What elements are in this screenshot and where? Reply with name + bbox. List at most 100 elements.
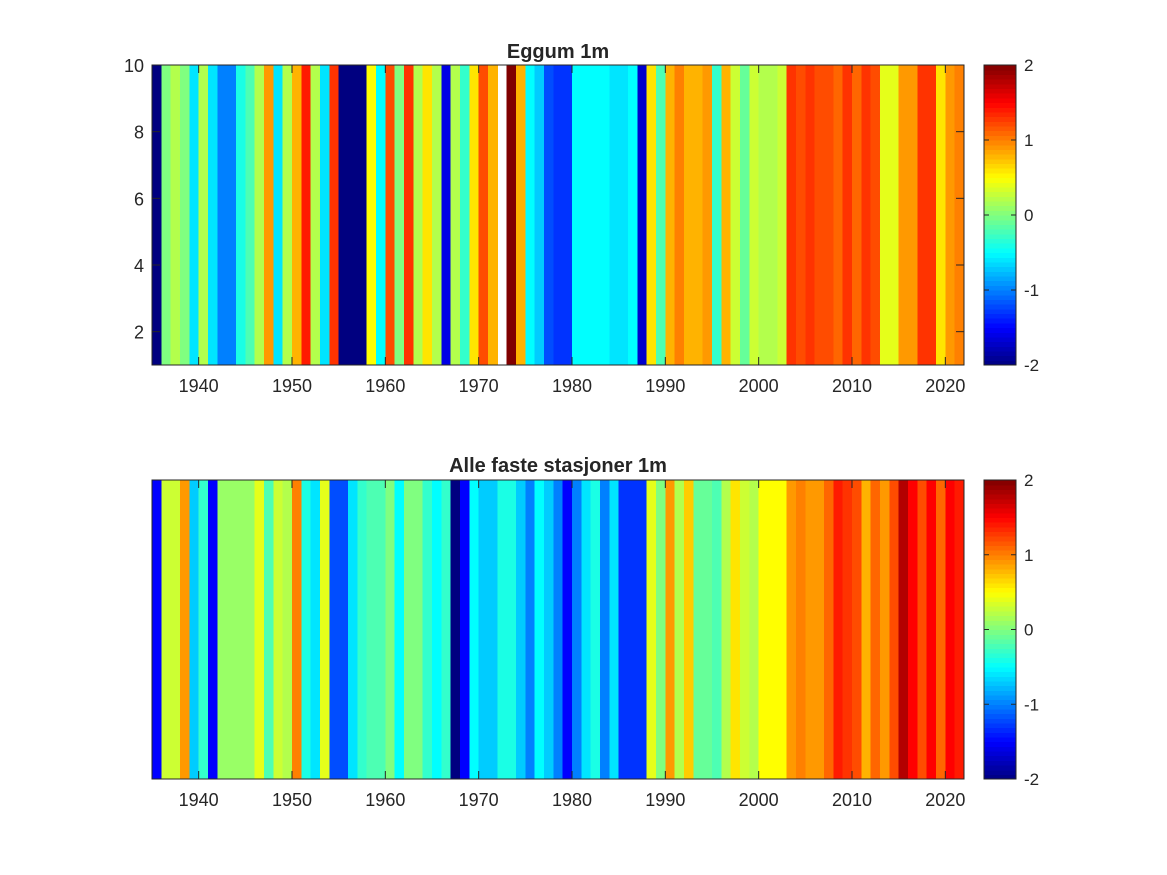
stripe-1990	[665, 480, 676, 779]
stripe-2013	[880, 65, 890, 365]
stripe-2004	[796, 65, 806, 365]
stripe-1974	[516, 480, 526, 779]
colorbar-segment	[984, 280, 1016, 286]
colorbar-segment	[984, 531, 1016, 537]
x-tick-label: 1950	[272, 790, 312, 810]
stripe-1997	[730, 65, 741, 365]
stripe-1972	[497, 480, 508, 779]
stripe-1967	[450, 65, 461, 365]
stripe-1977	[544, 65, 554, 365]
colorbar-segment	[984, 666, 1016, 673]
stripe-2014	[889, 65, 900, 365]
stripe-2004	[796, 480, 806, 779]
stripe-2000	[758, 65, 769, 365]
colorbar-segment	[984, 121, 1016, 127]
colorbar-segment	[984, 746, 1016, 752]
colorbar-segment	[984, 346, 1016, 352]
colorbar-segment	[984, 606, 1016, 612]
colorbar-segment	[984, 238, 1016, 244]
stripe-1979	[562, 480, 573, 779]
stripe-2019	[936, 480, 946, 779]
colorbar-segment	[984, 332, 1016, 338]
stripe-1985	[618, 65, 629, 365]
stripe-1993	[693, 65, 704, 365]
colorbar-segment	[984, 526, 1016, 532]
stripe-1999	[749, 480, 760, 779]
stripe-2002	[777, 65, 788, 365]
colorbar-segment	[984, 271, 1016, 277]
stripe-2005	[805, 65, 816, 365]
colorbar-segment	[984, 65, 1016, 71]
stripe-1963	[413, 480, 424, 779]
stripe-2012	[870, 65, 881, 365]
stripe-1976	[534, 65, 545, 365]
stripe-1975	[525, 480, 536, 779]
stripe-1949	[282, 480, 293, 779]
colorbar-segment	[984, 172, 1016, 179]
stripe-1954	[329, 480, 340, 779]
stripe-1975	[525, 65, 536, 365]
stripe-1969	[469, 65, 480, 365]
chart-title: Alle faste stasjoner 1m	[449, 455, 667, 477]
colorbar-segment	[984, 182, 1016, 188]
colorbar-segment	[984, 154, 1016, 160]
stripe-1971	[488, 65, 498, 365]
stripe-1944	[236, 65, 246, 365]
colorbar-segment	[984, 360, 1016, 366]
stripe-1945	[245, 65, 256, 365]
stripe-1947	[264, 480, 274, 779]
colorbar-segment	[984, 610, 1016, 617]
colorbar-segment	[984, 480, 1016, 486]
stripe-1984	[609, 65, 620, 365]
colorbar-segment	[984, 229, 1016, 235]
colorbar-segment	[984, 774, 1016, 780]
stripe-1983	[600, 480, 610, 779]
colorbar-segment	[984, 336, 1016, 343]
stripe-1989	[656, 480, 666, 779]
stripe-1943	[226, 65, 237, 365]
stripe-1937	[170, 65, 181, 365]
stripe-1941	[208, 480, 218, 779]
stripe-2009	[842, 480, 853, 779]
colorbar-segment	[984, 596, 1016, 603]
x-tick-label: 1990	[645, 790, 685, 810]
stripe-2013	[880, 480, 890, 779]
stripe-1959	[376, 65, 386, 365]
stripe-2019	[936, 65, 946, 365]
x-tick-label: 1940	[179, 790, 219, 810]
stripe-1962	[404, 480, 414, 779]
stripe-1987	[637, 480, 648, 779]
colorbar-segment	[984, 135, 1016, 141]
colorbar-segment	[984, 699, 1016, 705]
colorbar-segment	[984, 494, 1016, 500]
colorbar-segment	[984, 215, 1016, 221]
colorbar-segment	[984, 97, 1016, 104]
colorbar-segment	[984, 318, 1016, 324]
colorbar-segment	[984, 643, 1016, 649]
colorbar-segment	[984, 266, 1016, 272]
stripe-2020	[945, 480, 956, 779]
stripe-1935	[152, 65, 162, 365]
stripe-1947	[264, 65, 274, 365]
y-tick-label: 8	[134, 123, 144, 143]
stripe-1983	[600, 65, 610, 365]
stripe-2001	[768, 65, 778, 365]
stripe-1996	[721, 480, 732, 779]
stripe-1964	[422, 480, 433, 779]
colorbar-segment	[984, 88, 1016, 94]
colorbar-segment	[984, 601, 1016, 607]
stripe-1981	[581, 480, 592, 779]
colorbar-segment	[984, 503, 1016, 509]
colorbar-segment	[984, 489, 1016, 495]
x-tick-label: 1980	[552, 376, 592, 396]
stripe-1970	[478, 480, 489, 779]
stripe-2011	[861, 65, 872, 365]
stripe-1938	[180, 480, 190, 779]
colorbar-segment	[984, 620, 1016, 626]
stripe-1991	[674, 480, 685, 779]
stripe-1982	[590, 65, 601, 365]
colorbar-segment	[984, 261, 1016, 268]
stripe-1956	[348, 65, 358, 365]
colorbar-segment	[984, 652, 1016, 659]
colorbar-segment	[984, 578, 1016, 584]
